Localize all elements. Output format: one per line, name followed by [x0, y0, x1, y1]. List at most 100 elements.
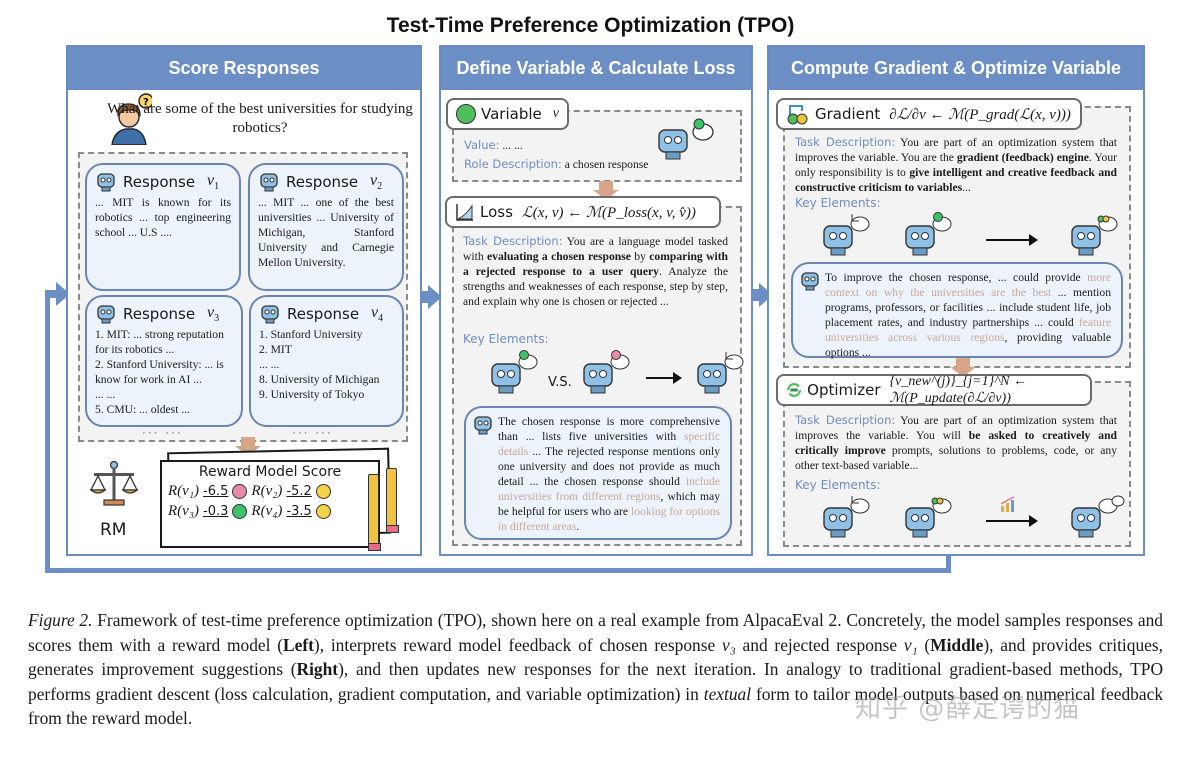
response-text: ... MIT ... one of the best universities…: [258, 196, 394, 269]
variable-label: Variable: [481, 105, 542, 123]
neutral-face-icon: [315, 504, 331, 519]
variable-role-row: Role Description: a chosen response: [464, 157, 648, 171]
response-line: 2. MIT: [259, 343, 292, 356]
score-label: R(v₄): [251, 503, 283, 519]
ellipsis: ··· ···: [142, 426, 183, 440]
caption-text: ), and provides critiques, generates imp…: [28, 634, 1163, 680]
vs-label: V.S.: [548, 374, 572, 390]
user-question-icon: ?: [111, 93, 152, 145]
scale-icon: [89, 460, 139, 506]
down-arrow-icon: [950, 358, 976, 377]
value-label: Value:: [464, 138, 500, 152]
robot-gradient-icon: [905, 497, 952, 538]
loop-line-right: [946, 553, 951, 573]
robot-icon: [95, 303, 117, 325]
score-value: -0.3: [203, 504, 229, 519]
caption-text: ), interprets reward model feedback of c…: [313, 634, 723, 655]
feedback-text: .: [576, 520, 580, 533]
reward-score-card: Reward Model Score R(v₁) -6.5 R(v₂) -5.2…: [160, 460, 380, 548]
robot-chat-icon: [658, 118, 714, 160]
response-line: 1. Stanford University: [259, 328, 363, 341]
response-card: Response v2 ... MIT ... one of the best …: [248, 163, 404, 291]
ellipsis: ··· ···: [292, 426, 333, 440]
task-text: comparing with a rejected response to a …: [463, 250, 729, 278]
response-var-sub: 2: [377, 181, 383, 193]
gradient-feedback-card: To improve the chosen response, ... coul…: [791, 262, 1123, 360]
caption-text: v₃: [722, 634, 736, 655]
role-text: a chosen response: [564, 158, 649, 171]
optimizer-math: {v_new^(j)}_{j=1}^N ← ℳ(P_update(∂ℒ/∂v)): [889, 373, 1027, 406]
loss-tag: Loss ℒ(x, v) ← ℳ(P_loss(x, v, v̂)): [445, 196, 721, 228]
gradient-label: Gradient: [815, 105, 881, 123]
robot-variable-icon: [905, 212, 952, 256]
response-var: v: [371, 303, 379, 321]
arrow-icon: [986, 515, 1038, 527]
caption-text: textual: [703, 683, 752, 704]
pencil-icon: [385, 468, 399, 533]
loop-line-bottom: [45, 568, 951, 573]
caption-text: Middle: [930, 634, 984, 655]
gradient-feedback-text: To improve the chosen response, ... coul…: [825, 270, 1111, 360]
robot-rejected-icon: [583, 350, 630, 394]
feedback-text: specific details: [498, 430, 720, 458]
feedback-text: , which may be helpful for users who are: [498, 490, 720, 518]
task-text: You are part of an optimization system t…: [795, 136, 1117, 164]
response-line: ... ...: [259, 358, 280, 371]
task-description-label: Task Description:: [795, 135, 896, 149]
role-label: Role Description:: [464, 157, 562, 171]
response-text: 1. Stanford University 2. MIT ... ... 8.…: [259, 327, 394, 402]
variable-math: v: [552, 106, 559, 121]
task-text: You are part of an optimization system t…: [795, 414, 1117, 442]
caption-text: Framework of test-time preference optimi…: [28, 610, 1164, 655]
response-card: Response v1 ... MIT is known for its rob…: [85, 163, 241, 291]
loss-feedback-card: The chosen response is more comprehensiv…: [464, 406, 732, 540]
robot-icon: [259, 303, 281, 325]
arrow-stub-1: [421, 291, 429, 303]
optimizer-tag: Optimizer {v_new^(j)}_{j=1}^N ← ℳ(P_upda…: [776, 374, 1092, 406]
task-text: gradient (feedback) engine: [956, 151, 1089, 164]
task-text: You are a language model tasked with: [463, 235, 728, 263]
response-line: 9. University of Tokyo: [259, 388, 365, 401]
task-text: evaluating a chosen response: [487, 250, 631, 263]
task-description-label: Task Description:: [795, 413, 896, 427]
caption-text: v₁: [903, 634, 918, 655]
response-card: Response v4 1. Stanford University 2. MI…: [249, 295, 404, 427]
robot-icon: [95, 171, 117, 193]
robot-new-response-icon: [1071, 495, 1125, 538]
response-var-sub: 1: [214, 181, 220, 193]
loss-key-elements: V.S.: [490, 350, 744, 396]
caption-text: ), and then updates new responses for th…: [28, 659, 1163, 704]
figure-title: Test-Time Preference Optimization (TPO): [386, 14, 795, 37]
robot-loss-icon: [823, 496, 870, 538]
robot-icon: [258, 171, 280, 193]
optimizer-label: Optimizer: [807, 381, 881, 399]
feedback-text: , providing valuable options ...: [825, 331, 1111, 359]
feedback-text: looking for options in different areas: [498, 505, 721, 533]
task-text: prompts, solutions to problems, code, or…: [795, 444, 1117, 472]
arrow-icon: [645, 372, 682, 384]
variable-icon: [456, 104, 476, 124]
response-line: ... ...: [95, 388, 116, 401]
robot-loss-icon: [697, 352, 744, 394]
score-label: R(v₃): [168, 503, 200, 519]
robot-icon: [472, 414, 494, 436]
variable-value-row: Value: ... ...: [464, 138, 523, 152]
robot-chosen-icon: [491, 350, 538, 394]
response-line: 5. CMU: ... oldest ...: [95, 403, 191, 416]
panel-header: Compute Gradient & Optimize Variable: [769, 47, 1143, 90]
loop-stub: [45, 290, 57, 298]
gradient-key-elements-label: Key Elements:: [795, 196, 881, 210]
sad-face-icon: [232, 484, 248, 499]
task-description-label: Task Description:: [463, 234, 563, 248]
update-cycle-icon: [787, 383, 802, 397]
gradient-key-elements: [822, 212, 1118, 258]
caption-text: Left: [283, 634, 314, 655]
caption-text: form to tailor model outputs based on nu…: [28, 683, 1164, 729]
optimizer-key-elements-label: Key Elements:: [795, 478, 881, 492]
panel-header: Score Responses: [68, 47, 420, 90]
user-question: What are some of the best universities f…: [107, 101, 413, 136]
feedback-text: ... The rejected response mentions only …: [498, 445, 720, 488]
feedback-text: To improve the chosen response, ... coul…: [825, 271, 1088, 284]
response-text: ... MIT is known for its robotics ... to…: [95, 196, 231, 239]
growth-chart-icon: [1000, 496, 1015, 512]
